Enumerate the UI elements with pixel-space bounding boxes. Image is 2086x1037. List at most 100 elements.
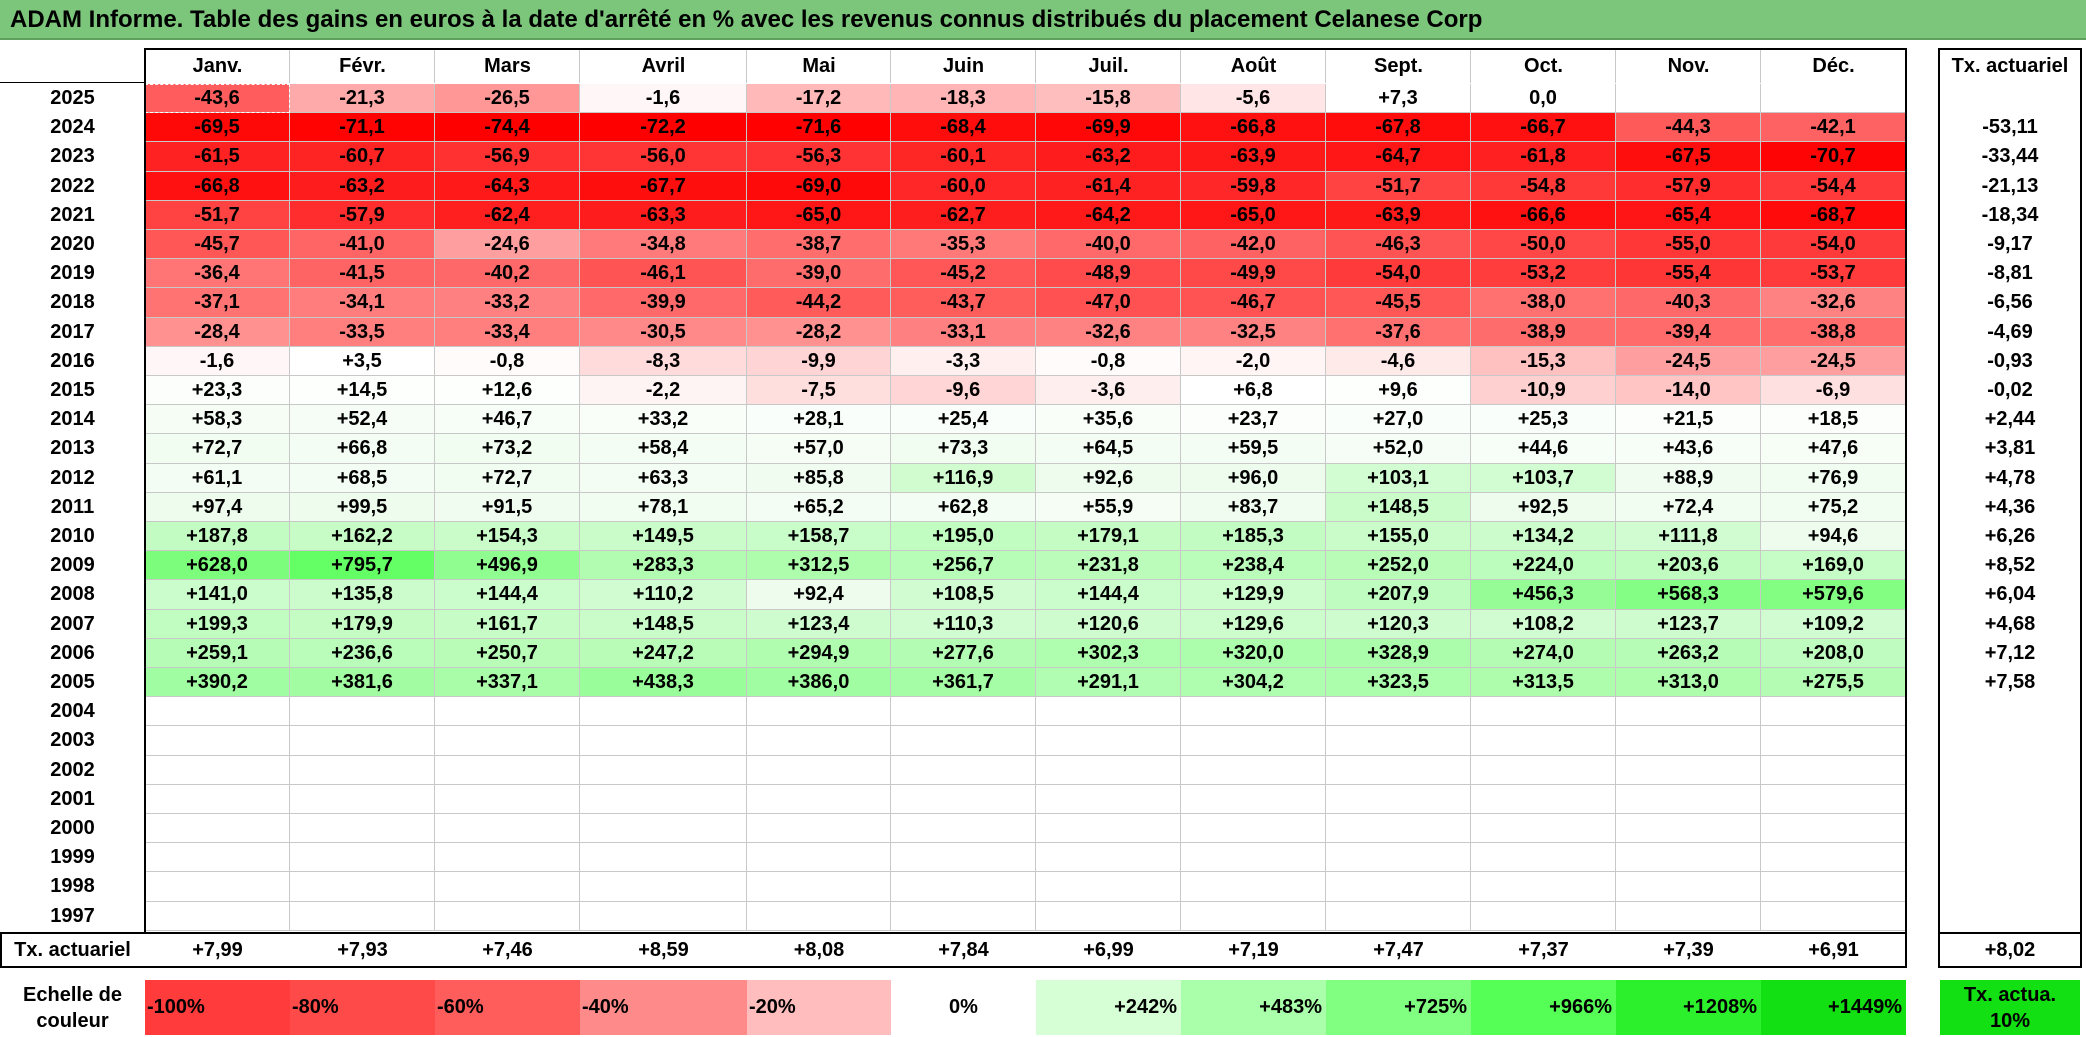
table-cell <box>1181 784 1326 814</box>
table-cell: -45,7 <box>145 230 290 260</box>
table-cell: -46,3 <box>1326 230 1471 260</box>
table-cell <box>435 814 580 844</box>
table-cell: +149,5 <box>580 522 747 552</box>
table-cell: -3,3 <box>891 346 1036 376</box>
footer-cell: +7,37 <box>1518 939 1569 961</box>
table-cell: +263,2 <box>1616 638 1761 668</box>
rate-cell: -0,93 <box>1987 349 2033 372</box>
column-divider <box>746 50 747 83</box>
table-cell: -28,4 <box>145 317 290 347</box>
table-cell: +252,0 <box>1326 551 1471 581</box>
table-cell: +162,2 <box>290 522 435 552</box>
table-cell: -67,8 <box>1326 113 1471 143</box>
table-cell: +256,7 <box>891 551 1036 581</box>
scale-swatch: +966% <box>1471 980 1616 1035</box>
table-cell <box>1326 784 1471 814</box>
year-label: 2019 <box>50 262 95 285</box>
month-header-5: Mai <box>802 55 836 77</box>
table-cell: -60,0 <box>891 171 1036 201</box>
table-cell: -28,2 <box>747 317 891 347</box>
table-cell <box>1326 843 1471 873</box>
table-cell: -62,7 <box>891 200 1036 230</box>
title-bar: ADAM Informe. Table des gains en euros à… <box>0 0 2086 40</box>
table-cell: -34,8 <box>580 230 747 260</box>
table-cell: +148,5 <box>580 609 747 639</box>
table-cell: -7,5 <box>747 376 891 406</box>
rate-cell: +4,36 <box>1984 495 2036 518</box>
table-cell: +94,6 <box>1761 522 1906 552</box>
table-cell: -63,3 <box>580 200 747 230</box>
table-cell: +238,4 <box>1181 551 1326 581</box>
table-cell: +72,7 <box>145 434 290 464</box>
table-cell: +88,9 <box>1616 463 1761 493</box>
table-cell: -63,9 <box>1326 200 1471 230</box>
column-divider <box>1470 50 1471 83</box>
table-cell <box>891 784 1036 814</box>
footer-cell: +7,19 <box>1228 939 1279 961</box>
table-cell <box>1036 843 1181 873</box>
table-cell: +134,2 <box>1471 522 1616 552</box>
table-cell <box>290 697 435 727</box>
table-cell: -35,3 <box>891 230 1036 260</box>
footer-cell: +7,99 <box>192 939 243 961</box>
column-divider <box>289 50 290 83</box>
table-cell: -36,4 <box>145 259 290 289</box>
scale-swatch: +1449% <box>1761 980 1906 1035</box>
rate-cell: +7,58 <box>1984 671 2036 693</box>
table-cell <box>1326 697 1471 727</box>
rate-cell: -9,17 <box>1987 233 2033 255</box>
table-cell <box>580 901 747 931</box>
table-cell: +110,3 <box>891 609 1036 639</box>
scale-swatch: -100% <box>145 980 290 1035</box>
table-cell: -54,8 <box>1471 171 1616 201</box>
table-cell: +144,4 <box>1036 580 1181 610</box>
table-cell <box>1616 755 1761 785</box>
table-cell: +304,2 <box>1181 668 1326 698</box>
table-cell: -54,4 <box>1761 171 1906 201</box>
table-cell: +381,6 <box>290 668 435 698</box>
table-cell: -37,6 <box>1326 317 1471 347</box>
footer-rate: +8,02 <box>1984 939 2036 961</box>
table-cell <box>1616 726 1761 756</box>
table-cell: -40,2 <box>435 259 580 289</box>
table-cell: -9,9 <box>747 346 891 376</box>
table-cell: +208,0 <box>1761 638 1906 668</box>
table-cell: +73,2 <box>435 434 580 464</box>
table-cell: +361,7 <box>891 668 1036 698</box>
table-cell <box>145 697 290 727</box>
table-cell <box>891 843 1036 873</box>
table-cell: +52,4 <box>290 405 435 435</box>
table-cell: +120,6 <box>1036 609 1181 639</box>
year-label: 2016 <box>50 349 95 372</box>
table-cell: +135,8 <box>290 580 435 610</box>
table-cell: +66,8 <box>290 434 435 464</box>
table-cell: +161,7 <box>435 609 580 639</box>
rate-cell: +3,81 <box>1984 437 2036 460</box>
table-cell: -38,0 <box>1471 288 1616 318</box>
year-label: 2006 <box>50 641 95 664</box>
table-cell: +73,3 <box>891 434 1036 464</box>
table-cell <box>145 726 290 756</box>
table-cell: -8,3 <box>580 346 747 376</box>
column-divider <box>1615 50 1616 83</box>
table-cell <box>1616 84 1761 114</box>
table-cell <box>891 872 1036 902</box>
footer-label: Tx. actuariel <box>14 939 131 961</box>
table-cell: -64,3 <box>435 171 580 201</box>
table-cell: -4,6 <box>1326 346 1471 376</box>
table-cell: -14,0 <box>1616 376 1761 406</box>
table-cell: +224,0 <box>1471 551 1616 581</box>
table-cell: -67,5 <box>1616 142 1761 172</box>
scale-swatch: -40% <box>580 980 747 1035</box>
year-label: 2023 <box>50 145 95 168</box>
rate-cell: +4,68 <box>1984 612 2036 635</box>
scale-swatch: +242% <box>1036 980 1181 1035</box>
table-cell: -56,3 <box>747 142 891 172</box>
table-cell <box>290 843 435 873</box>
table-cell: -38,8 <box>1761 317 1906 347</box>
table-cell: +46,7 <box>435 405 580 435</box>
month-header-1: Janv. <box>192 55 243 77</box>
table-cell: -2,0 <box>1181 346 1326 376</box>
table-cell: +158,7 <box>747 522 891 552</box>
year-label: 2022 <box>50 174 95 197</box>
